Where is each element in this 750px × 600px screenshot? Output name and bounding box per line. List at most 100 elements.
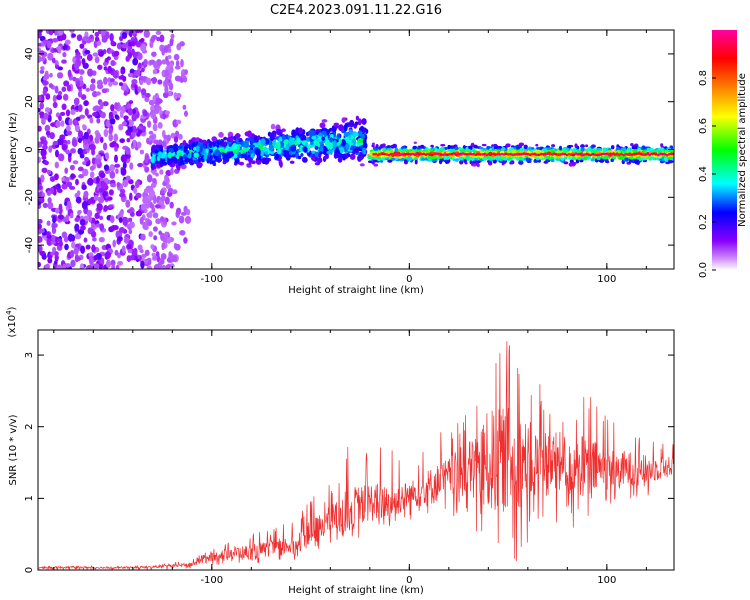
spectrogram-cell [188,139,193,146]
spectrogram-cell [509,152,513,156]
spectrogram-cell [571,149,577,153]
spectrogram-cell [128,229,133,235]
spectrogram-cell [46,237,53,246]
spectrogram-cell [452,152,456,155]
spectrogram-cell [414,159,418,165]
spectrogram-cell [109,215,115,224]
spectrogram-cell [40,148,47,157]
spectrogram-cell [177,158,181,164]
spectrogram-cell [463,152,467,156]
spectrogram-cell [87,198,93,205]
spectrogram-cell [468,157,474,161]
spectrogram-cell [122,179,129,188]
spectrogram-cell [657,149,663,154]
spectrogram-cell [633,159,640,164]
spectrogram-cell [481,153,484,156]
spectrogram-cell [329,137,333,143]
spectrogram-cell [278,159,283,167]
spectrogram-cell [47,197,52,204]
spectrogram-cell [85,87,90,92]
spectrogram-cell [105,152,110,160]
spectrogram-cell [157,79,163,85]
spectrogram-cell [45,130,51,136]
spectrogram-cell [192,159,199,165]
colorbar-gradient [712,30,737,270]
spectrogram-cell [142,109,148,117]
spectrogram-cell [44,124,51,132]
spectrogram-cell [344,153,349,159]
spectrogram-cell [75,196,82,204]
spectrogram-cell [628,153,632,156]
spectrogram-cell [57,214,64,220]
spectrogram-cell [162,112,167,120]
spectrogram-cell [38,261,42,268]
spectrogram-cell [525,157,529,162]
spectrogram-cell [79,75,83,82]
spectrogram-cell [151,190,156,198]
spectrogram-cell [144,154,150,161]
spectrogram-cell [123,236,130,244]
snr-series-line [38,341,674,570]
colorbar-tick-label: 0.6 [698,118,709,134]
spectrogram-cell [626,153,630,156]
spectrogram-cell [93,255,98,261]
spectrogram-cell [372,153,376,156]
spectrogram-cell [572,153,576,157]
spectrogram-cell [516,146,520,150]
spectrogram-cell [519,148,525,151]
spectrogram-cell [263,157,270,165]
spectrogram-cell [270,123,276,130]
spectrogram-cell [583,156,588,161]
spectrogram-cell [84,108,89,117]
spectrogram-cell [96,203,103,211]
spectrogram-cell [38,245,41,253]
spectrogram-cell [511,149,517,154]
spectrogram-cell [100,30,107,36]
spectrogram-cell [531,152,534,156]
spectrogram-cell [134,84,138,90]
spectrogram-cell [596,153,599,157]
spectrogram-cell [113,133,119,142]
spectrogram-cell [103,66,108,71]
spectrogram-cell [654,153,658,156]
spectrogram-cell [418,153,421,156]
spectrogram-cell [112,81,119,86]
spectrogram-cell [58,203,63,211]
spectrogram-cell [450,152,454,156]
spectrogram-cell [544,149,548,153]
spectrogram-cell [610,158,615,163]
spectrogram-cell [504,152,508,156]
spectrogram-cell [153,264,161,269]
spectrogram-cell [46,220,51,226]
spectrogram-cell [80,94,87,101]
spectrogram-cell [88,216,93,223]
spectrogram-cell [212,162,217,167]
spectrogram-cell [144,96,150,103]
spectrogram-cell [96,183,101,188]
spectrogram-cell [102,101,109,107]
spectrogram-cell [39,69,45,74]
colorbar-tick-label: 0.0 [698,262,709,278]
spectrogram-cell [412,145,418,150]
snr-ytick-label: 1 [24,495,35,501]
spectrogram-cell [560,157,564,161]
spectrogram-cell [83,131,90,140]
spectrogram-cell [391,157,396,161]
spectrogram-cell [663,153,667,156]
spectrogram-cell [407,152,410,156]
spectrogram-cell [162,92,169,99]
spectrogram-cell [54,161,59,169]
spectrogram-cell [114,114,119,120]
spectrogram-cell [52,215,57,224]
spectrogram-cell [494,156,500,160]
spectrogram-cell [546,147,552,151]
spectrogram-cell [403,159,408,164]
spectrogram-cell [460,148,466,153]
spectrogram-cell [264,138,270,145]
spectrogram-cell [402,148,407,152]
spectrogram-cell [173,136,179,143]
spectrogram-cell [128,217,133,222]
spectrogram-cell [88,255,95,264]
spectrogram-cell [235,133,241,139]
spectrogram-cell [607,150,613,153]
